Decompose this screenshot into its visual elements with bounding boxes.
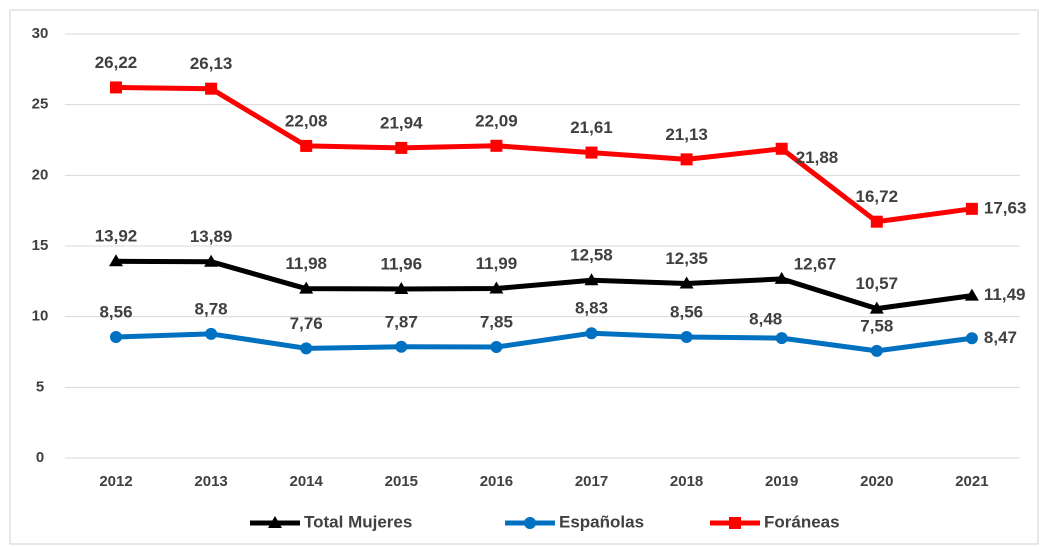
- legend-marker: [268, 516, 282, 528]
- legend-marker: [729, 517, 741, 529]
- data-point: [774, 271, 789, 284]
- data-point: [775, 332, 788, 345]
- value-label: 21,13: [665, 125, 708, 144]
- chart-border: [9, 9, 1039, 545]
- x-tick-label: 2015: [385, 473, 418, 490]
- data-point: [680, 153, 693, 166]
- data-point: [584, 273, 599, 286]
- data-point: [585, 146, 598, 159]
- value-label: 7,85: [480, 313, 513, 332]
- data-point: [965, 202, 978, 215]
- y-tick-label: 20: [32, 166, 49, 183]
- value-label: 17,63: [984, 198, 1027, 217]
- data-point: [205, 327, 218, 340]
- y-tick-label: 30: [32, 25, 49, 42]
- value-label: 22,08: [285, 111, 328, 130]
- data-point: [679, 276, 694, 289]
- legend-label: Foráneas: [764, 512, 840, 531]
- data-point: [870, 215, 883, 228]
- x-tick-label: 2013: [194, 473, 227, 490]
- value-label: 21,94: [380, 113, 423, 132]
- data-point: [964, 288, 979, 301]
- legend-label: Total Mujeres: [304, 512, 412, 531]
- x-tick-label: 2019: [765, 473, 798, 490]
- y-tick-label: 0: [36, 449, 44, 466]
- value-label: 8,56: [670, 303, 703, 322]
- value-label: 12,67: [794, 254, 837, 273]
- data-point: [680, 331, 693, 344]
- value-label: 8,56: [99, 303, 132, 322]
- value-label: 21,61: [570, 118, 613, 137]
- value-label: 8,83: [575, 299, 608, 318]
- value-label: 11,49: [984, 285, 1026, 304]
- legend-label: Españolas: [559, 512, 644, 531]
- data-point: [489, 281, 504, 294]
- y-tick-label: 10: [32, 308, 49, 325]
- data-point: [585, 327, 598, 340]
- x-tick-label: 2021: [955, 473, 988, 490]
- data-point: [205, 82, 218, 95]
- data-point: [300, 342, 313, 355]
- data-point: [490, 139, 503, 152]
- value-label: 8,78: [195, 299, 228, 318]
- x-tick-label: 2012: [99, 473, 132, 490]
- data-point: [204, 254, 219, 267]
- value-label: 13,89: [190, 227, 233, 246]
- value-label: 10,57: [856, 274, 899, 293]
- y-tick-label: 5: [36, 378, 44, 395]
- x-tick-label: 2018: [670, 473, 703, 490]
- data-point: [299, 281, 314, 294]
- value-label: 8,47: [984, 328, 1017, 347]
- data-point: [965, 332, 978, 345]
- value-label: 12,58: [570, 246, 613, 265]
- series-line: [115, 258, 973, 312]
- data-point: [490, 341, 503, 354]
- value-label: 11,98: [285, 254, 327, 273]
- value-label: 7,58: [860, 316, 893, 335]
- value-label: 26,22: [95, 53, 138, 72]
- data-point: [870, 344, 883, 357]
- value-label: 7,76: [290, 314, 323, 333]
- value-label: 13,92: [95, 227, 138, 246]
- data-point: [395, 340, 408, 353]
- series-line: [115, 84, 973, 225]
- data-point: [110, 331, 122, 344]
- x-tick-label: 2016: [480, 473, 513, 490]
- value-label: 12,35: [665, 249, 708, 268]
- value-label: 26,13: [190, 54, 233, 73]
- series-line: [115, 330, 973, 354]
- x-tick-label: 2017: [575, 473, 608, 490]
- value-label: 11,99: [476, 254, 518, 273]
- value-label: 22,09: [475, 111, 518, 130]
- value-label: 8,48: [749, 310, 782, 329]
- y-tick-label: 15: [32, 237, 49, 254]
- y-tick-label: 25: [32, 96, 49, 113]
- value-label: 7,87: [385, 312, 418, 331]
- value-label: 21,88: [796, 148, 839, 167]
- value-label: 11,96: [380, 254, 422, 273]
- data-point: [300, 139, 313, 152]
- data-point: [869, 301, 884, 314]
- data-point: [395, 141, 408, 154]
- legend-marker: [524, 517, 536, 529]
- data-point: [110, 81, 122, 94]
- data-point: [775, 142, 788, 155]
- x-tick-label: 2014: [290, 473, 324, 490]
- x-tick-label: 2020: [860, 473, 893, 490]
- data-point: [394, 281, 409, 294]
- data-point: [109, 254, 123, 267]
- value-label: 16,72: [856, 187, 899, 206]
